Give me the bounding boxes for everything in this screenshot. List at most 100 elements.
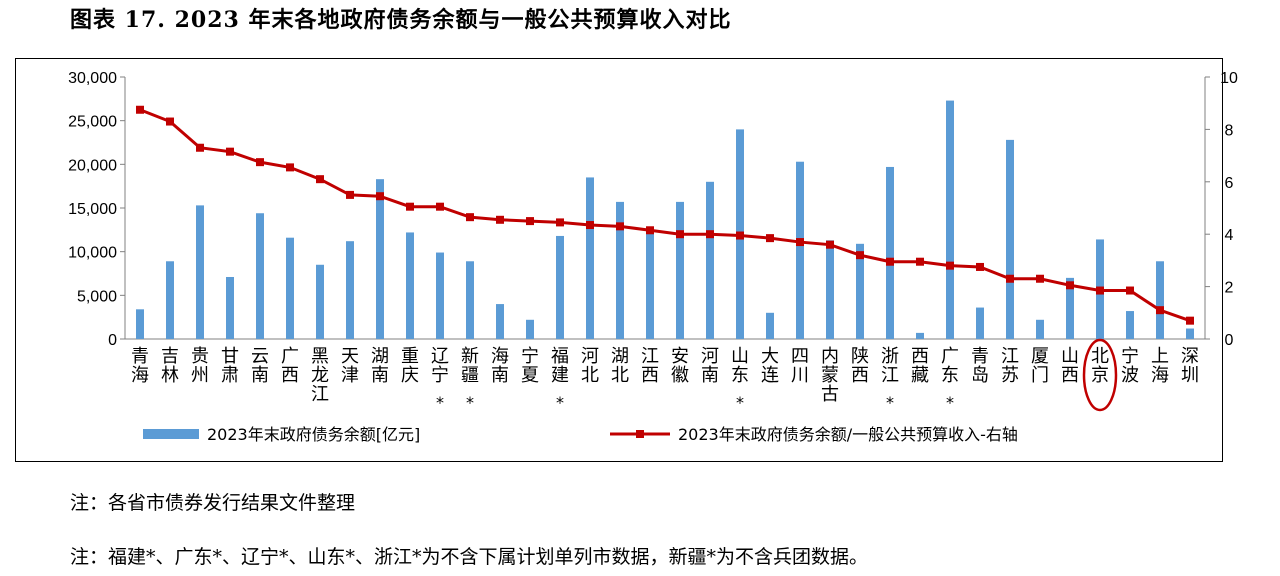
category-label-char: 蒙 [821, 365, 839, 386]
footnote: 注：福建*、广东*、辽宁*、山东*、浙江*为不含下属计划单列市数据，新疆*为不含… [70, 546, 869, 568]
ratio-point [226, 147, 234, 156]
ratio-point [796, 238, 804, 247]
ratio-point [376, 192, 384, 201]
left-tick-label: 5,000 [77, 288, 117, 305]
category-label-char: 徽 [671, 365, 689, 386]
category-label-char: 江 [1001, 346, 1019, 367]
bar [166, 261, 174, 339]
bar [1036, 319, 1044, 339]
bar [826, 240, 834, 339]
left-tick-label: 30,000 [68, 70, 117, 87]
bar [586, 177, 594, 339]
category-label-char: 北 [611, 365, 629, 386]
category-label-char: 湖 [371, 346, 389, 367]
ratio-point [196, 143, 204, 152]
bar [286, 237, 294, 339]
category-label-char: 海 [1151, 365, 1169, 386]
category-label-char: 岛 [971, 365, 989, 386]
bar [1156, 261, 1164, 339]
right-tick-label: 2 [1225, 280, 1234, 297]
category-label-char: 湖 [611, 346, 629, 367]
bar [1066, 277, 1074, 339]
bar [406, 232, 414, 339]
legend-bar-swatch [143, 429, 199, 439]
category-label-char: 上 [1151, 346, 1169, 367]
category-label-char: 青 [131, 346, 149, 367]
left-tick-label: 0 [108, 332, 117, 349]
right-tick-label: 10 [1220, 70, 1238, 87]
bar [676, 201, 684, 339]
bar [916, 332, 924, 339]
category-label-char: 宁 [1121, 346, 1139, 367]
category-label-char: 重 [401, 346, 419, 367]
right-tick-label: 0 [1225, 332, 1234, 349]
legend-bar-label: 2023年末政府债务余额[亿元] [207, 425, 420, 444]
chart-title: 图表 17. 2023 年末各地政府债务余额与一般公共预算收入对比 [70, 7, 732, 33]
category-label-char: 连 [761, 365, 779, 386]
bar [466, 261, 474, 339]
bar [886, 166, 894, 339]
category-label-char: 京 [1091, 365, 1109, 386]
source-note: 注：各省市债券发行结果文件整理 [70, 492, 356, 514]
bar [436, 252, 444, 339]
ratio-point [316, 175, 324, 184]
category-label-char: 贵 [191, 346, 209, 367]
category-label-char: 云 [251, 346, 269, 367]
category-label-char: 山 [1061, 346, 1079, 367]
ratio-point [286, 163, 294, 172]
bar [136, 309, 144, 339]
category-label-char: 庆 [401, 365, 419, 386]
bar [196, 205, 204, 339]
category-label-char: * [436, 393, 444, 412]
right-tick-label: 4 [1225, 227, 1234, 244]
ratio-point [346, 190, 354, 199]
category-label-char: 龙 [311, 365, 329, 386]
ratio-point [466, 213, 474, 222]
bar [766, 312, 774, 339]
ratio-point [916, 257, 924, 266]
category-label-char: 西 [281, 365, 299, 386]
category-label-char: 古 [821, 384, 839, 405]
bar [946, 100, 954, 339]
category-label-char: 波 [1121, 365, 1139, 386]
category-label-char: 东 [731, 365, 749, 386]
category-label-char: 西 [851, 365, 869, 386]
category-label-char: 甘 [221, 346, 239, 367]
ratio-point [136, 105, 144, 114]
ratio-point [946, 261, 954, 270]
bar [556, 235, 564, 339]
category-label-char: 黑 [311, 346, 329, 367]
left-tick-label: 15,000 [68, 201, 117, 218]
legend-line-marker [636, 430, 644, 438]
category-label-char: 西 [911, 346, 929, 367]
bar [976, 307, 984, 339]
bar [226, 276, 234, 339]
left-tick-label: 20,000 [68, 157, 117, 174]
category-label-char: 林 [161, 365, 179, 386]
left-tick-label: 25,000 [68, 114, 117, 131]
category-label-char: 安 [671, 346, 689, 367]
ratio-point [886, 257, 894, 266]
category-label-char: 深 [1181, 346, 1199, 367]
ratio-point [976, 262, 984, 271]
category-label-char: * [556, 393, 564, 412]
ratio-point [706, 230, 714, 239]
category-label-char: 肃 [221, 365, 239, 386]
ratio-line [139, 108, 1191, 323]
bar [1186, 328, 1194, 339]
category-label-char: 大 [761, 346, 779, 367]
category-label-char: 山 [731, 346, 749, 367]
category-label-char: 吉 [161, 346, 179, 367]
bar [706, 181, 714, 339]
category-label-char: 圳 [1181, 365, 1199, 386]
category-label-char: 北 [581, 365, 599, 386]
ratio-point [826, 240, 834, 249]
category-label-char: 新 [461, 346, 479, 367]
bar [616, 201, 624, 339]
category-label-char: 河 [701, 346, 719, 367]
category-label-char: 津 [341, 365, 359, 386]
ratio-point [436, 202, 444, 211]
legend-line-label: 2023年末政府债务余额/一般公共预算收入-右轴 [678, 425, 1018, 444]
category-label-char: 苏 [1001, 365, 1019, 386]
